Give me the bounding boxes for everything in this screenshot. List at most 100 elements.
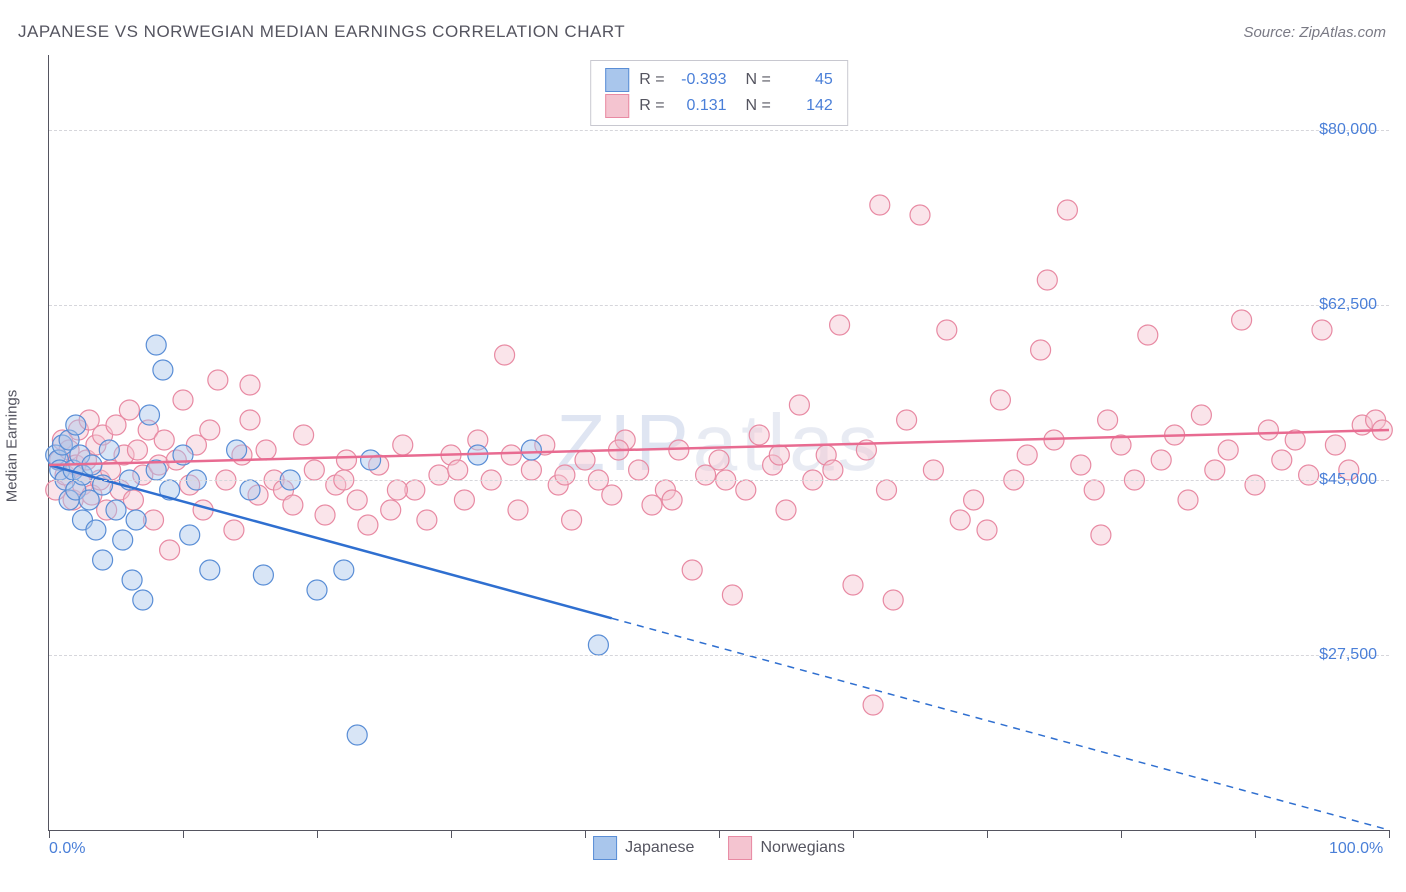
legend-r-label: R = [639, 93, 664, 119]
data-point [1084, 480, 1104, 500]
x-tick [1255, 830, 1256, 838]
data-point [501, 445, 521, 465]
data-point [119, 400, 139, 420]
data-point [830, 315, 850, 335]
data-point [990, 390, 1010, 410]
data-point [588, 635, 608, 655]
data-point [387, 480, 407, 500]
data-point [1312, 320, 1332, 340]
x-tick [183, 830, 184, 838]
legend-row-japanese: R = -0.393 N = 45 [605, 67, 833, 93]
data-point [173, 390, 193, 410]
trend-line-dashed [612, 618, 1389, 830]
data-point [977, 520, 997, 540]
data-point [910, 205, 930, 225]
data-point [495, 345, 515, 365]
data-point [227, 440, 247, 460]
legend-n-label: N = [737, 93, 771, 119]
data-point [283, 495, 303, 515]
y-tick-label: $62,500 [1319, 296, 1377, 314]
data-point [1151, 450, 1171, 470]
data-point [669, 440, 689, 460]
legend-n-value-japanese: 45 [781, 67, 833, 93]
data-point [224, 520, 244, 540]
data-point [923, 460, 943, 480]
data-point [1178, 490, 1198, 510]
data-point [200, 420, 220, 440]
x-tick [1121, 830, 1122, 838]
data-point [662, 490, 682, 510]
data-point [126, 510, 146, 530]
data-point [1031, 340, 1051, 360]
data-point [1191, 405, 1211, 425]
data-point [347, 490, 367, 510]
data-point [256, 440, 276, 460]
legend-row-norwegians: R = 0.131 N = 142 [605, 93, 833, 119]
data-point [555, 465, 575, 485]
grid-line [49, 305, 1389, 306]
data-point [1138, 325, 1158, 345]
legend-swatch-norwegians-bottom [728, 836, 752, 860]
data-point [682, 560, 702, 580]
data-point [153, 360, 173, 380]
data-point [1205, 460, 1225, 480]
data-point [1098, 410, 1118, 430]
data-point [709, 450, 729, 470]
grid-line [49, 130, 1389, 131]
data-point [883, 590, 903, 610]
data-point [347, 725, 367, 745]
data-point [1037, 270, 1057, 290]
x-tick [1389, 830, 1390, 838]
data-point [1071, 455, 1091, 475]
data-point [417, 510, 437, 530]
data-point [253, 565, 273, 585]
x-tick-label: 0.0% [49, 840, 85, 858]
x-tick [585, 830, 586, 838]
chart-svg [49, 55, 1389, 830]
data-point [200, 560, 220, 580]
data-point [86, 520, 106, 540]
data-point [304, 460, 324, 480]
data-point [877, 480, 897, 500]
data-point [123, 490, 143, 510]
x-tick [49, 830, 50, 838]
data-point [1272, 450, 1292, 470]
data-point [307, 580, 327, 600]
data-point [562, 510, 582, 530]
data-point [897, 410, 917, 430]
data-point [122, 570, 142, 590]
legend-label-norwegians: Norwegians [760, 839, 844, 857]
data-point [1299, 465, 1319, 485]
data-point [1057, 200, 1077, 220]
legend-swatch-japanese-bottom [593, 836, 617, 860]
data-point [749, 425, 769, 445]
legend-n-label: N = [737, 67, 771, 93]
data-point [294, 425, 314, 445]
data-point [180, 525, 200, 545]
data-point [1017, 445, 1037, 465]
data-point [950, 510, 970, 530]
data-point [381, 500, 401, 520]
data-point [140, 405, 160, 425]
y-tick-label: $80,000 [1319, 121, 1377, 139]
data-point [1258, 420, 1278, 440]
data-point [315, 505, 335, 525]
data-point [521, 440, 541, 460]
data-point [823, 460, 843, 480]
data-point [154, 430, 174, 450]
data-point [93, 550, 113, 570]
data-point [964, 490, 984, 510]
legend-n-value-norwegians: 142 [781, 93, 833, 119]
data-point [106, 500, 126, 520]
data-point [1325, 435, 1345, 455]
legend-swatch-norwegians [605, 94, 629, 118]
data-point [736, 480, 756, 500]
data-point [776, 500, 796, 520]
legend-item-norwegians: Norwegians [728, 836, 844, 860]
data-point [127, 440, 147, 460]
data-point [602, 485, 622, 505]
series-legend: Japanese Norwegians [593, 836, 845, 860]
data-point [393, 435, 413, 455]
correlation-legend: R = -0.393 N = 45 R = 0.131 N = 142 [590, 60, 848, 126]
data-point [133, 590, 153, 610]
